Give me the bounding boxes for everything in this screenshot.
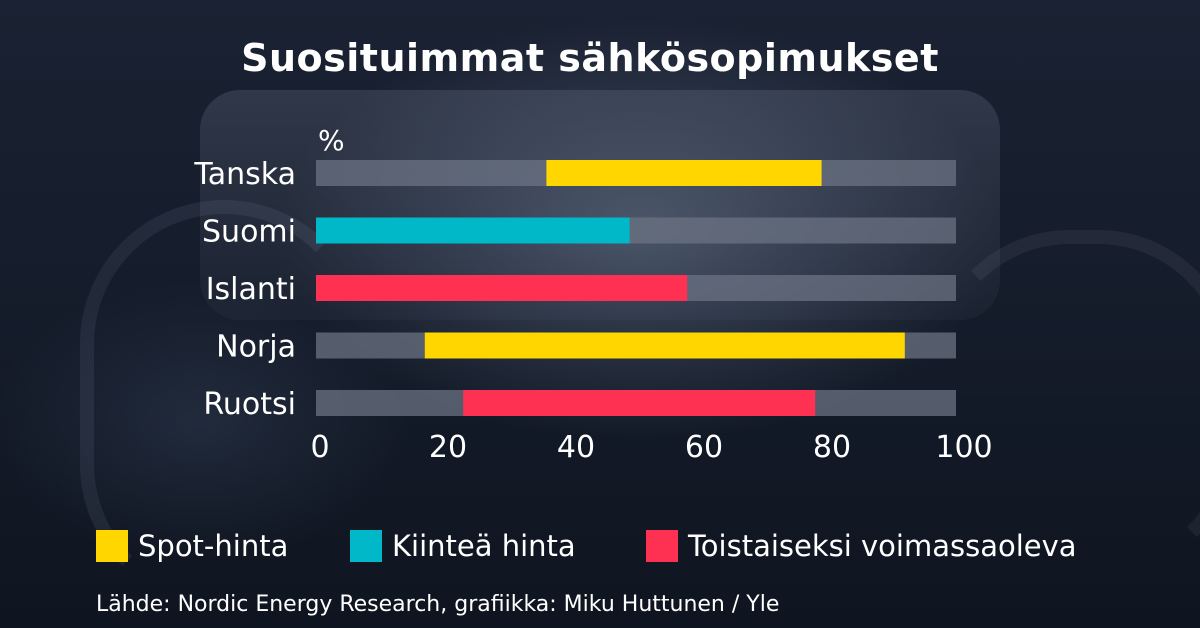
category-label-islanti: Islanti	[206, 272, 296, 307]
legend-swatch-indefinite	[646, 530, 678, 562]
x-tick-label-0: 0	[310, 430, 329, 465]
category-label-tanska: Tanska	[193, 157, 296, 192]
legend-item-spot: Spot-hinta	[96, 524, 288, 568]
legend-item-fixed: Kiinteä hinta	[350, 524, 576, 568]
category-label-norja: Norja	[216, 330, 296, 365]
legend-item-indefinite: Toistaiseksi voimassaoleva	[646, 524, 1077, 568]
legend-label-fixed: Kiinteä hinta	[392, 529, 576, 563]
chart-title: Suosituimmat sähkösopimukset	[241, 36, 939, 80]
bar-tanska	[546, 160, 822, 186]
x-tick-label-100: 100	[935, 430, 992, 465]
x-tick-label-40: 40	[557, 430, 595, 465]
legend: Spot-hinta Kiinteä hinta Toistaiseksi vo…	[0, 524, 1200, 568]
x-tick-label-60: 60	[685, 430, 723, 465]
bar-suomi	[316, 217, 630, 244]
legend-swatch-spot	[96, 530, 128, 562]
bar-norja	[424, 332, 905, 359]
legend-label-indefinite: Toistaiseksi voimassaoleva	[688, 529, 1077, 563]
category-label-ruotsi: Ruotsi	[203, 387, 296, 422]
x-tick-label-20: 20	[429, 430, 467, 465]
bar-ruotsi	[463, 390, 816, 416]
legend-label-spot: Spot-hinta	[138, 529, 289, 563]
legend-swatch-fixed	[350, 530, 382, 562]
x-tick-label-80: 80	[813, 430, 851, 465]
y-axis-unit-label: %	[318, 124, 345, 157]
source-note: Lähde: Nordic Energy Research, grafiikka…	[96, 592, 780, 617]
category-label-suomi: Suomi	[202, 215, 296, 250]
bar-islanti	[316, 275, 688, 301]
